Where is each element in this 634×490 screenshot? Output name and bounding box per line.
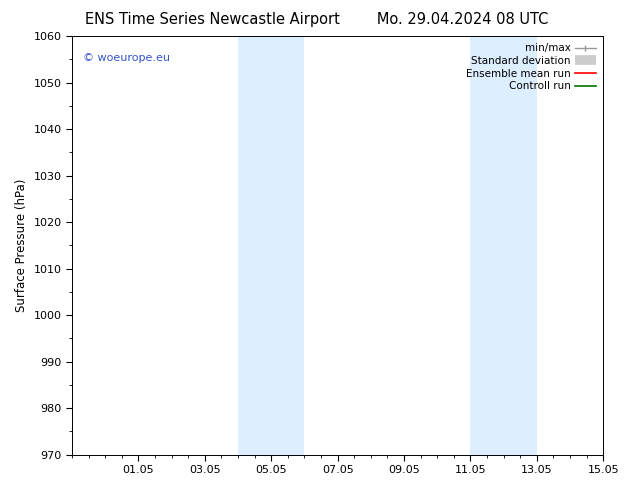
- Legend: min/max, Standard deviation, Ensemble mean run, Controll run: min/max, Standard deviation, Ensemble me…: [464, 41, 598, 93]
- Bar: [238, 36, 304, 455]
- Y-axis label: Surface Pressure (hPa): Surface Pressure (hPa): [15, 179, 28, 312]
- Text: ENS Time Series Newcastle Airport        Mo. 29.04.2024 08 UTC: ENS Time Series Newcastle Airport Mo. 29…: [86, 12, 548, 27]
- Bar: [470, 36, 537, 455]
- Text: © woeurope.eu: © woeurope.eu: [82, 53, 170, 63]
